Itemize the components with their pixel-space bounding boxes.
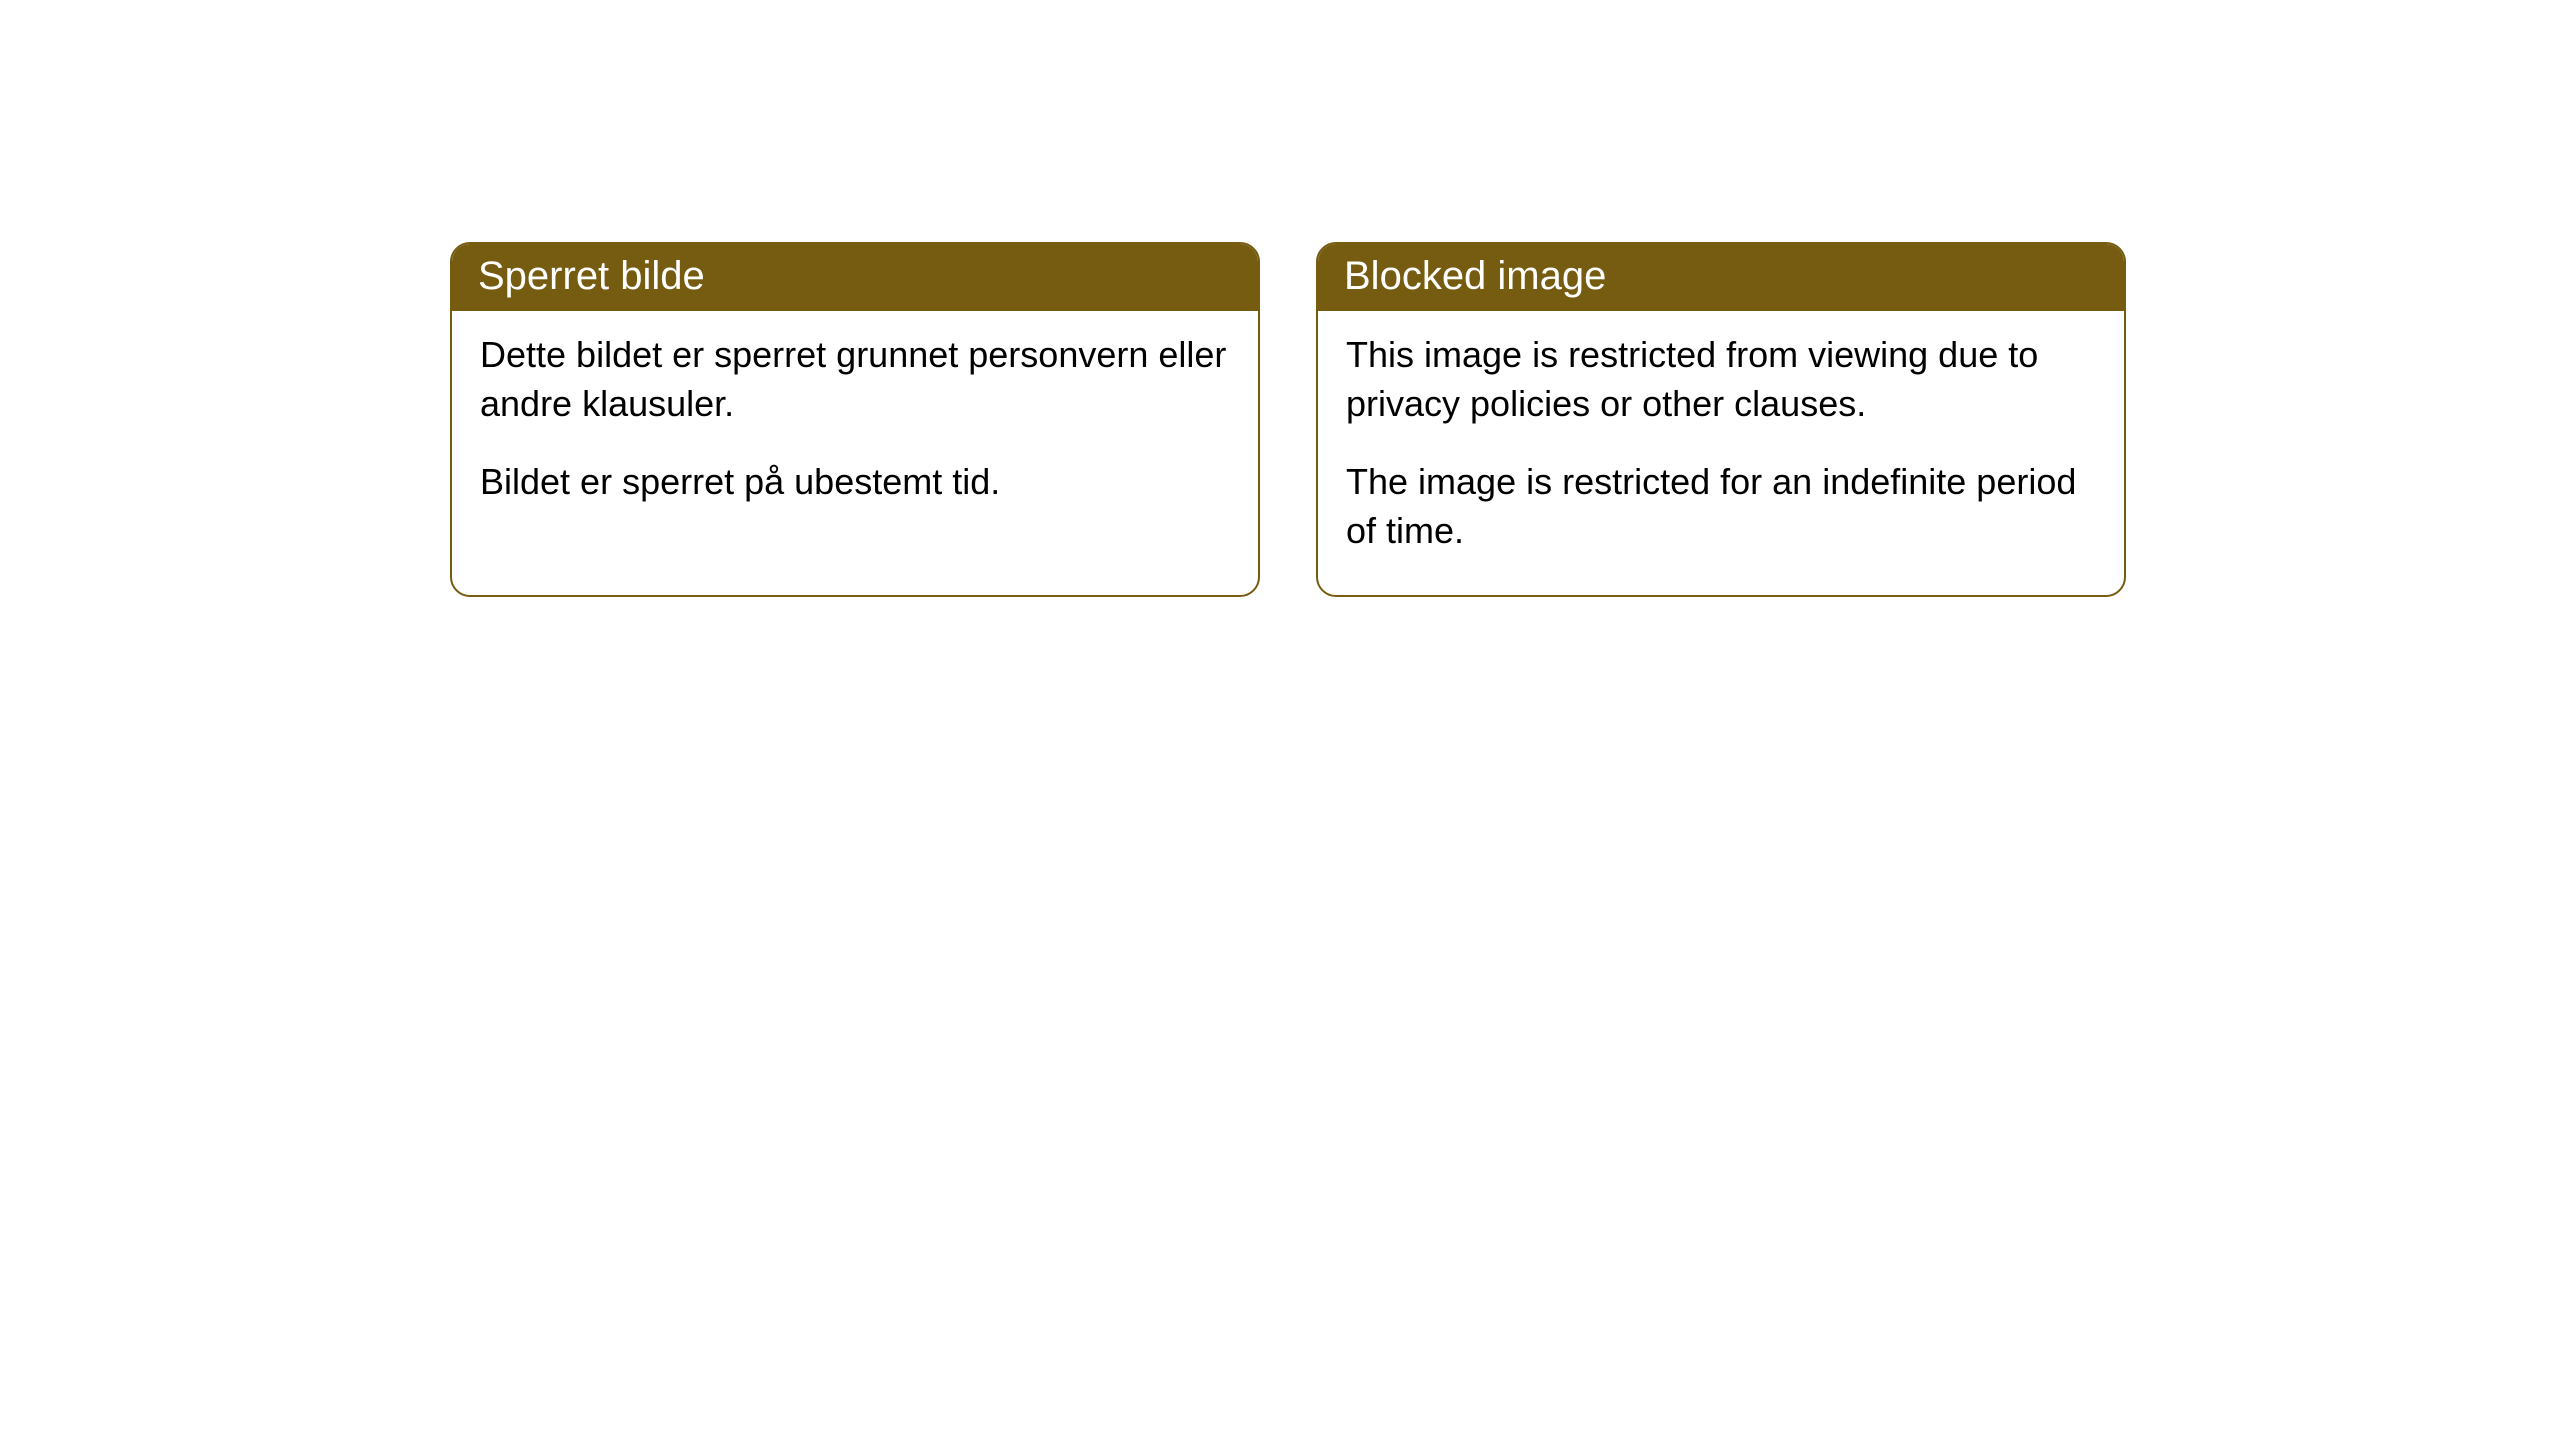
card-paragraph-no-1: Dette bildet er sperret grunnet personve… (480, 331, 1230, 428)
card-paragraph-no-2: Bildet er sperret på ubestemt tid. (480, 458, 1230, 507)
card-header-no: Sperret bilde (452, 244, 1258, 311)
card-body-no: Dette bildet er sperret grunnet personve… (452, 311, 1258, 547)
blocked-image-card-en: Blocked image This image is restricted f… (1316, 242, 2126, 597)
card-header-en: Blocked image (1318, 244, 2124, 311)
card-paragraph-en-1: This image is restricted from viewing du… (1346, 331, 2096, 428)
card-paragraph-en-2: The image is restricted for an indefinit… (1346, 458, 2096, 555)
card-body-en: This image is restricted from viewing du… (1318, 311, 2124, 595)
notice-cards-container: Sperret bilde Dette bildet er sperret gr… (450, 242, 2126, 597)
blocked-image-card-no: Sperret bilde Dette bildet er sperret gr… (450, 242, 1260, 597)
